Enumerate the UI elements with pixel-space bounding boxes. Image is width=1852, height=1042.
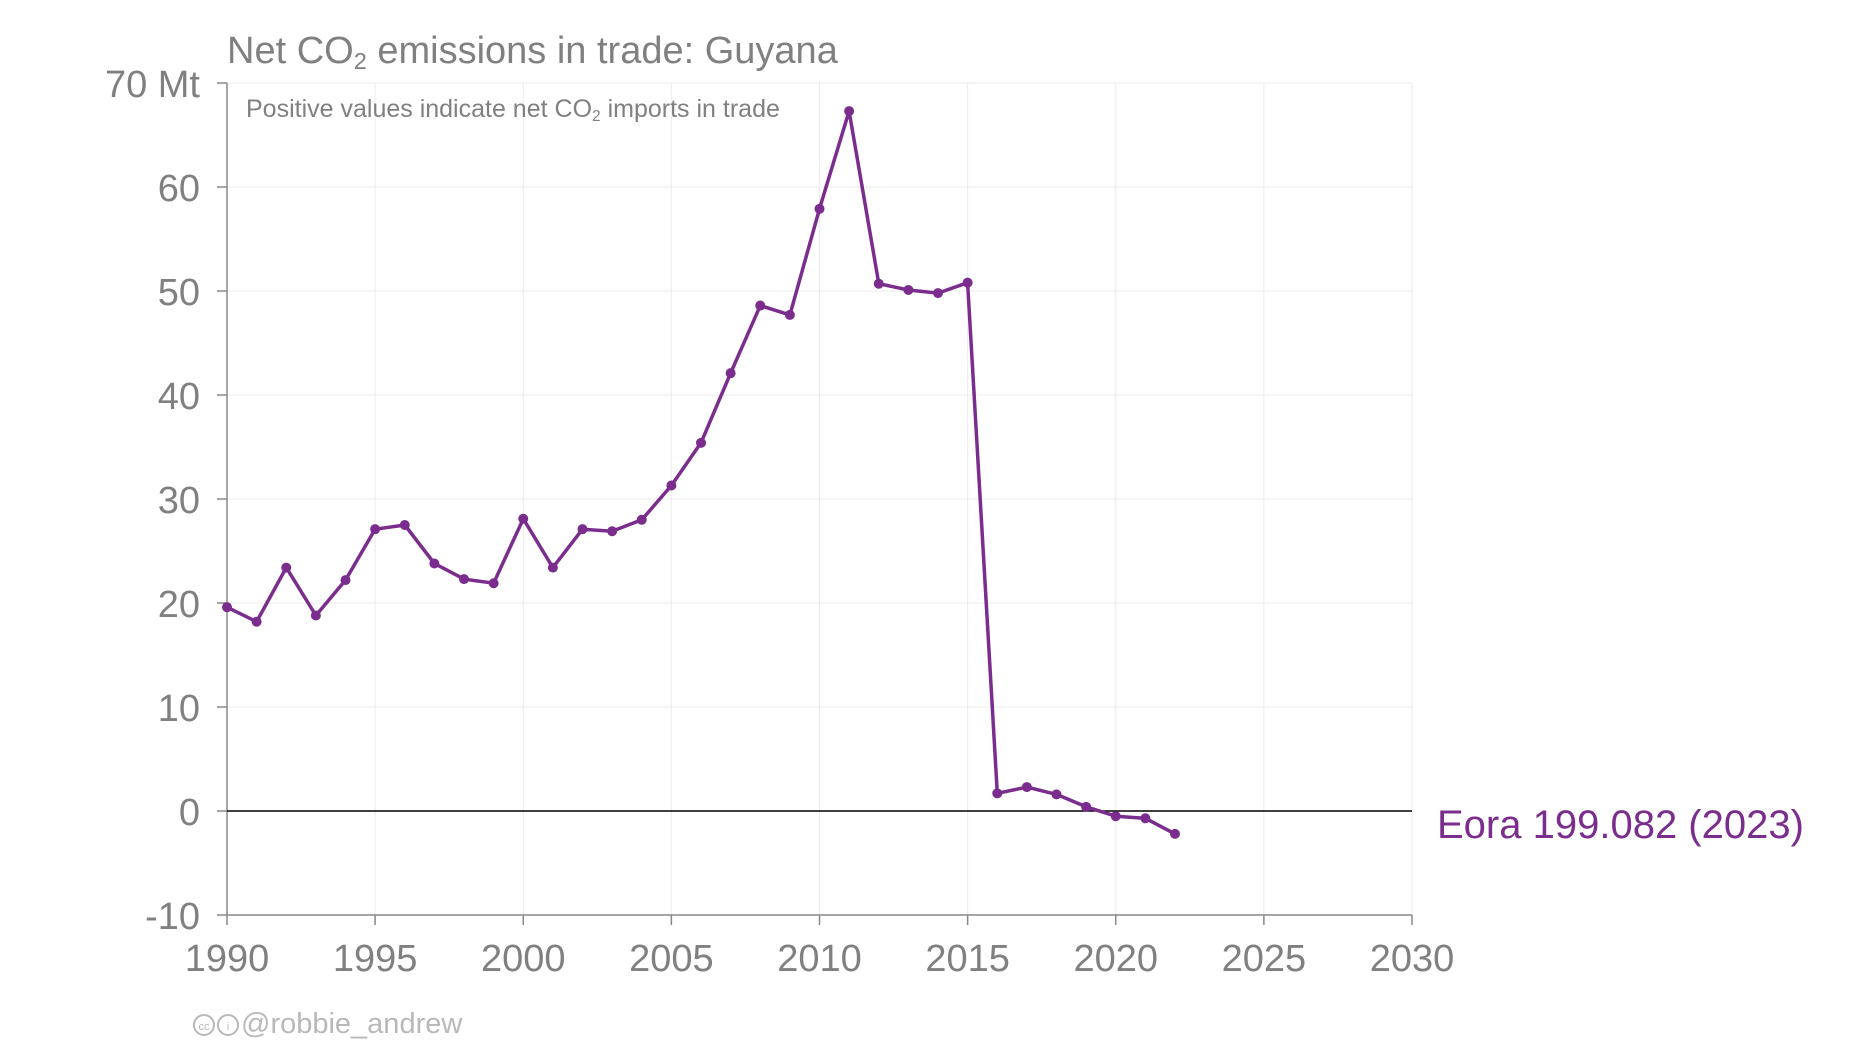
data-point xyxy=(636,514,647,525)
data-point xyxy=(814,203,825,214)
y-tick-label: -10 xyxy=(145,896,200,938)
chart-subtitle: Positive values indicate net CO2 imports… xyxy=(246,95,780,125)
data-point xyxy=(399,520,410,530)
y-tick-label: 20 xyxy=(158,584,200,626)
data-point xyxy=(429,558,440,569)
grid-lines xyxy=(227,82,1413,916)
data-point xyxy=(725,368,736,379)
credit: cc i @robbie_andrew xyxy=(193,1008,462,1041)
credit-handle: @robbie_andrew xyxy=(241,1008,463,1040)
x-tick-label: 2005 xyxy=(629,938,714,980)
by-icon: i xyxy=(217,1013,239,1036)
data-point xyxy=(607,526,618,537)
y-tick-label: 40 xyxy=(158,376,200,418)
data-point xyxy=(844,106,855,117)
data-point xyxy=(962,277,973,288)
x-tick-label: 2030 xyxy=(1370,938,1455,980)
data-point xyxy=(281,562,292,573)
data-point xyxy=(547,562,558,573)
data-point xyxy=(340,575,351,586)
data-point xyxy=(1140,813,1151,824)
data-point xyxy=(577,524,588,535)
data-point xyxy=(933,288,943,299)
data-point xyxy=(992,788,1003,799)
data-point xyxy=(873,278,884,289)
data-point xyxy=(1170,828,1180,839)
data-point xyxy=(784,309,795,320)
y-tick-label: 0 xyxy=(179,792,200,834)
y-tick-label: 50 xyxy=(158,272,200,314)
y-tick-label: 10 xyxy=(158,688,200,730)
series-line xyxy=(226,109,1176,836)
x-tick-label: 2025 xyxy=(1222,938,1307,980)
data-point xyxy=(1110,811,1121,822)
data-point xyxy=(222,602,232,613)
data-point xyxy=(310,610,321,621)
y-tick-label: 30 xyxy=(158,480,200,522)
x-tick-label: 1990 xyxy=(185,938,270,980)
x-tick-label: 1995 xyxy=(333,938,418,980)
x-tick-label: 2010 xyxy=(777,938,862,980)
data-point xyxy=(251,616,262,627)
data-point xyxy=(459,574,469,585)
data-point xyxy=(696,437,706,448)
data-point xyxy=(903,284,914,295)
data-point xyxy=(1021,782,1032,793)
data-point xyxy=(1081,801,1092,812)
series-label-eora: Eora 199.082 (2023) xyxy=(1437,803,1804,847)
x-tick-label: 2020 xyxy=(1073,938,1158,980)
data-point xyxy=(370,524,381,535)
data-point xyxy=(755,300,766,311)
cc-icon: cc xyxy=(193,1013,215,1036)
y-tick-label: 60 xyxy=(158,168,200,210)
data-point xyxy=(518,513,529,524)
chart-title: Net CO2 emissions in trade: Guyana xyxy=(227,30,838,74)
axes xyxy=(217,82,1413,925)
x-tick-label: 2015 xyxy=(925,938,1010,980)
y-tick-label: 70 Mt xyxy=(105,64,200,106)
data-point xyxy=(488,578,499,589)
series-eora xyxy=(222,106,1180,839)
data-point xyxy=(1051,789,1062,800)
data-point xyxy=(666,480,677,491)
x-tick-label: 2000 xyxy=(481,938,566,980)
